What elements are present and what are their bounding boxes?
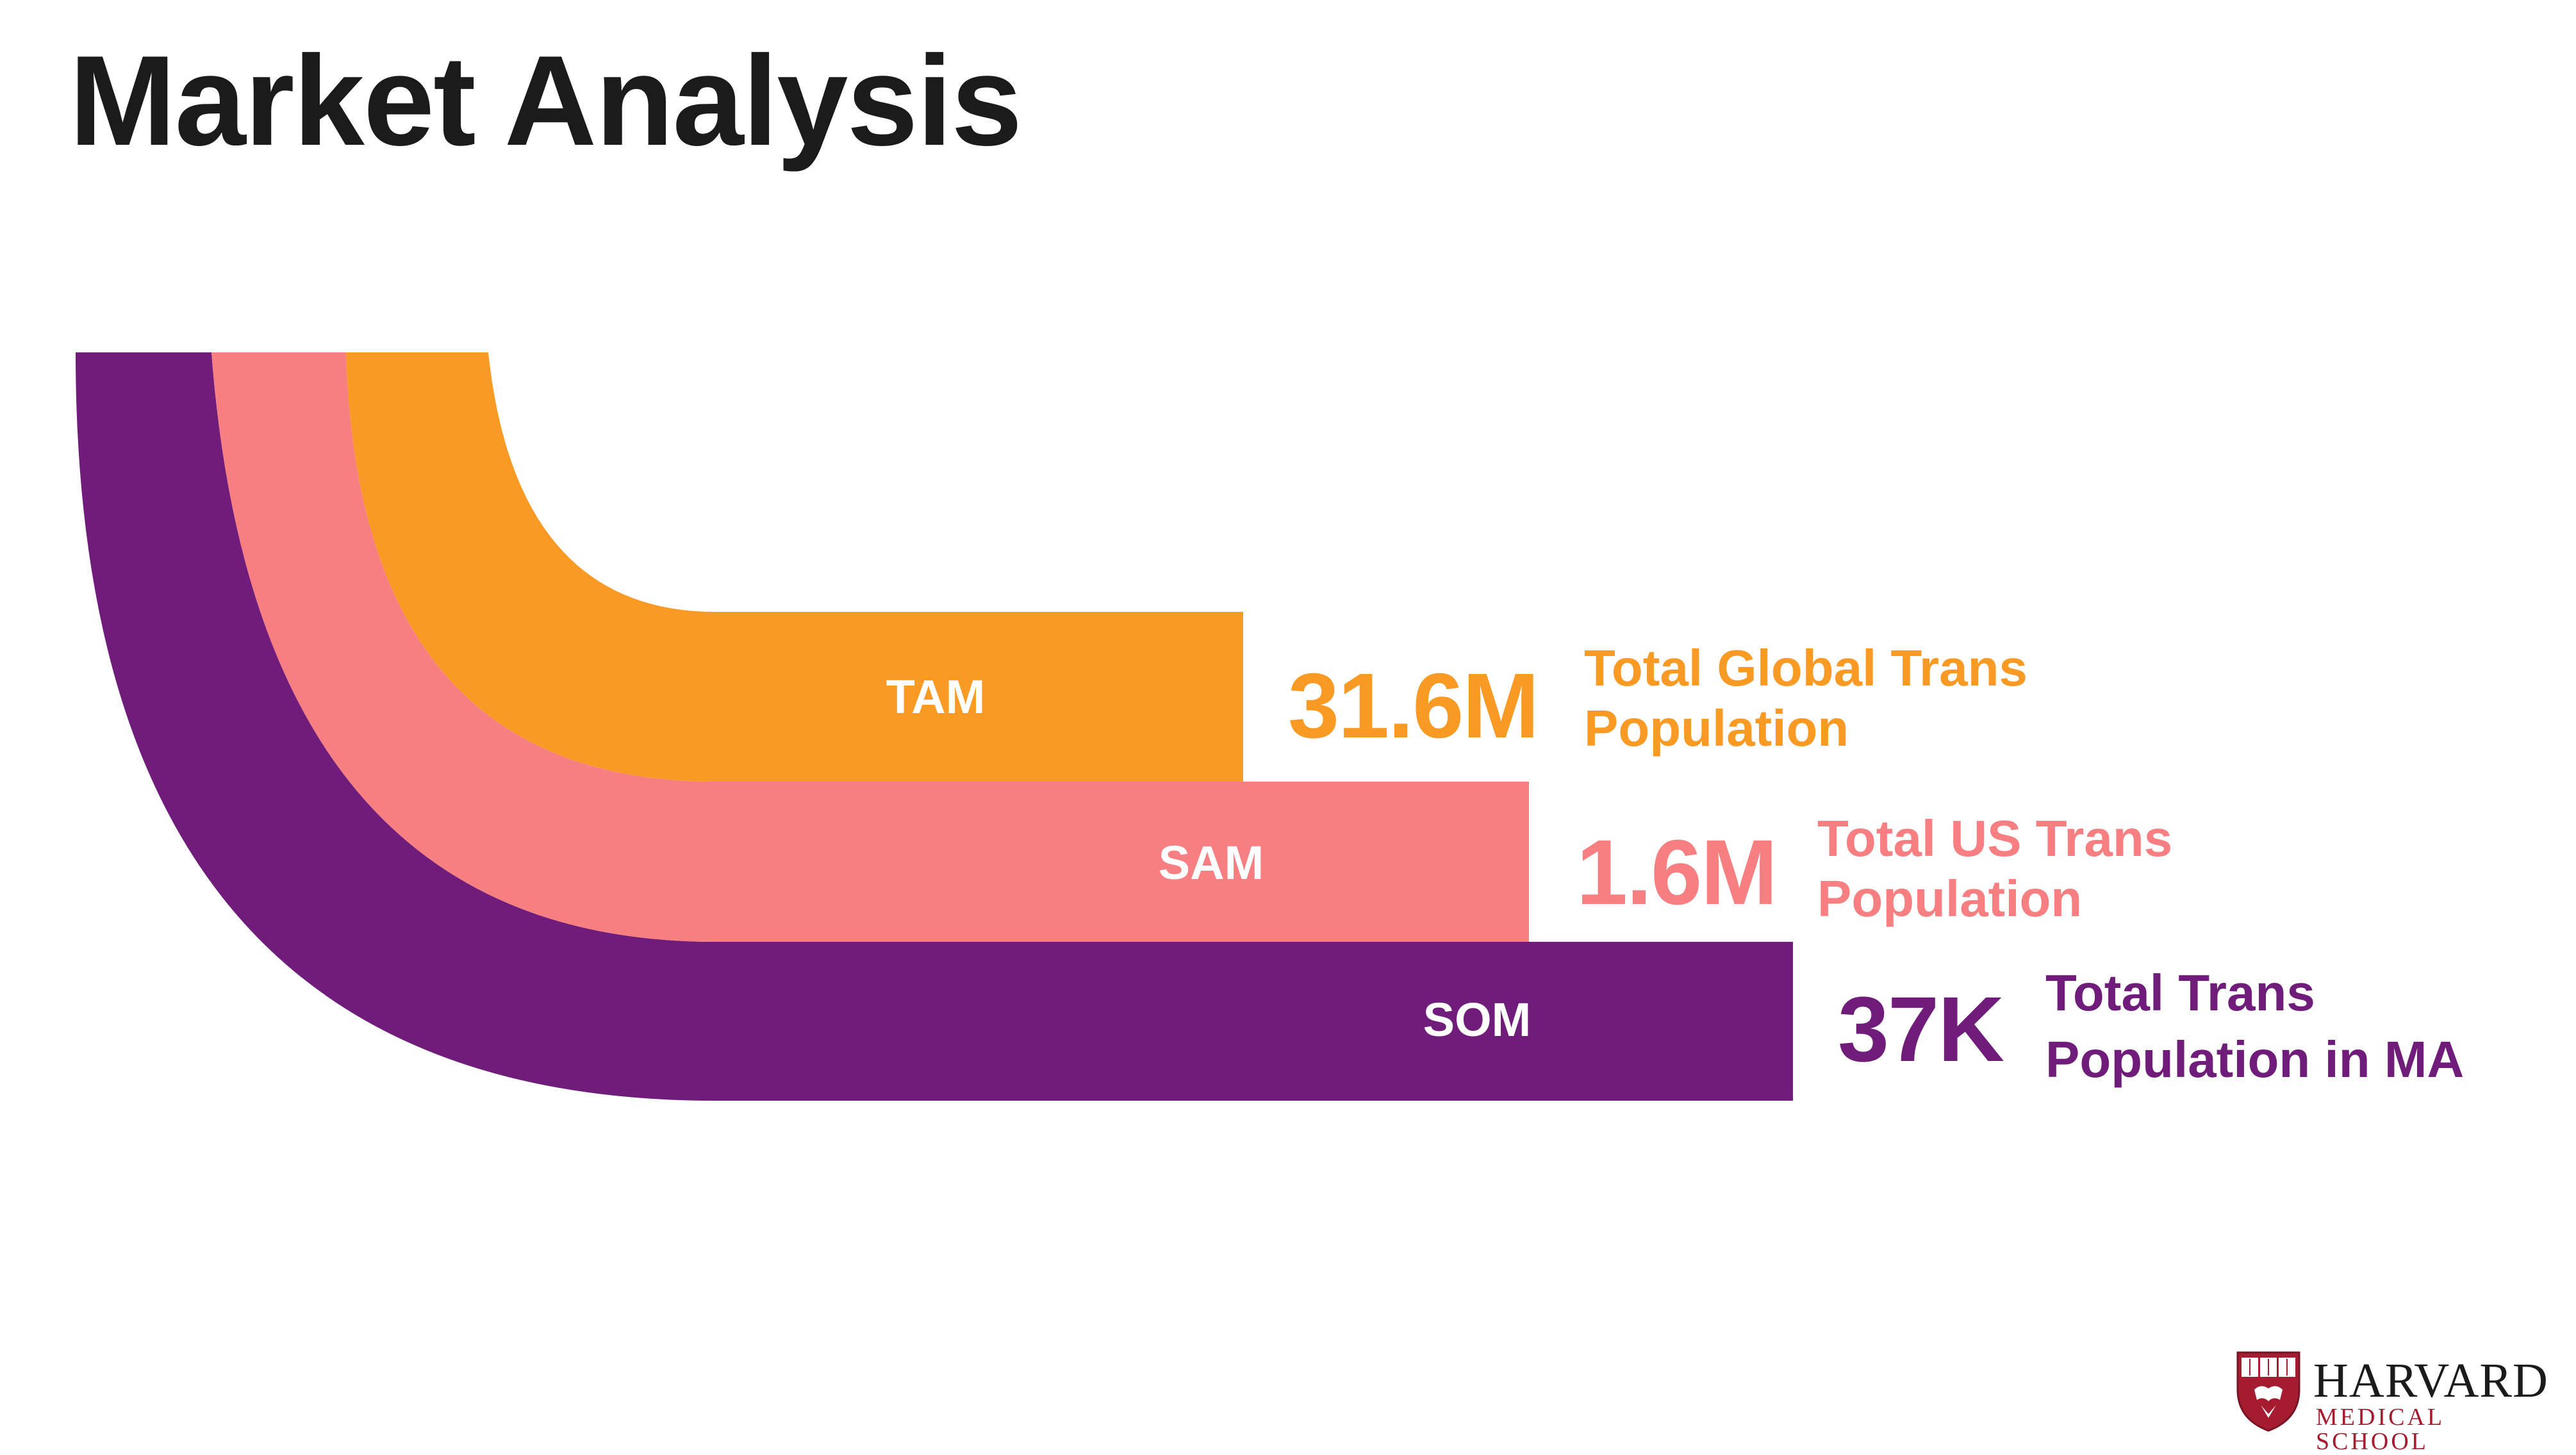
tam-label: TAM <box>886 670 986 723</box>
tam-band <box>346 352 1243 782</box>
sam-description-line-2: Population <box>1817 869 2083 927</box>
som-description: Total Trans Population in MA <box>2045 960 2464 1093</box>
som-band <box>76 352 1793 1101</box>
harvard-medical-school-logo: HARVARD MEDICAL SCHOOL <box>2235 1350 2562 1454</box>
logo-subtitle: MEDICAL SCHOOL <box>2316 1404 2444 1455</box>
tam-value: 31.6M <box>1288 654 1539 757</box>
som-description-line-2: Population in MA <box>2045 1031 2465 1088</box>
logo-name: HARVARD <box>2313 1354 2548 1408</box>
sam-value: 1.6M <box>1576 821 1778 924</box>
tam-description-line-2: Population <box>1584 699 1849 757</box>
tam-description-line-1: Total Global Trans <box>1584 639 2027 696</box>
tam-description: Total Global Trans Population <box>1584 638 2027 758</box>
sam-description: Total US Trans Population <box>1817 809 2172 928</box>
som-description-line-1: Total Trans <box>2045 964 2315 1021</box>
som-label: SOM <box>1423 993 1532 1046</box>
sam-label: SAM <box>1158 836 1264 889</box>
sam-band <box>211 352 1529 942</box>
som-value: 37K <box>1838 978 2004 1081</box>
harvard-veritas-shield-icon <box>2236 1351 2300 1432</box>
page-title: Market Analysis <box>69 29 1023 172</box>
sam-description-line-1: Total US Trans <box>1817 810 2173 867</box>
